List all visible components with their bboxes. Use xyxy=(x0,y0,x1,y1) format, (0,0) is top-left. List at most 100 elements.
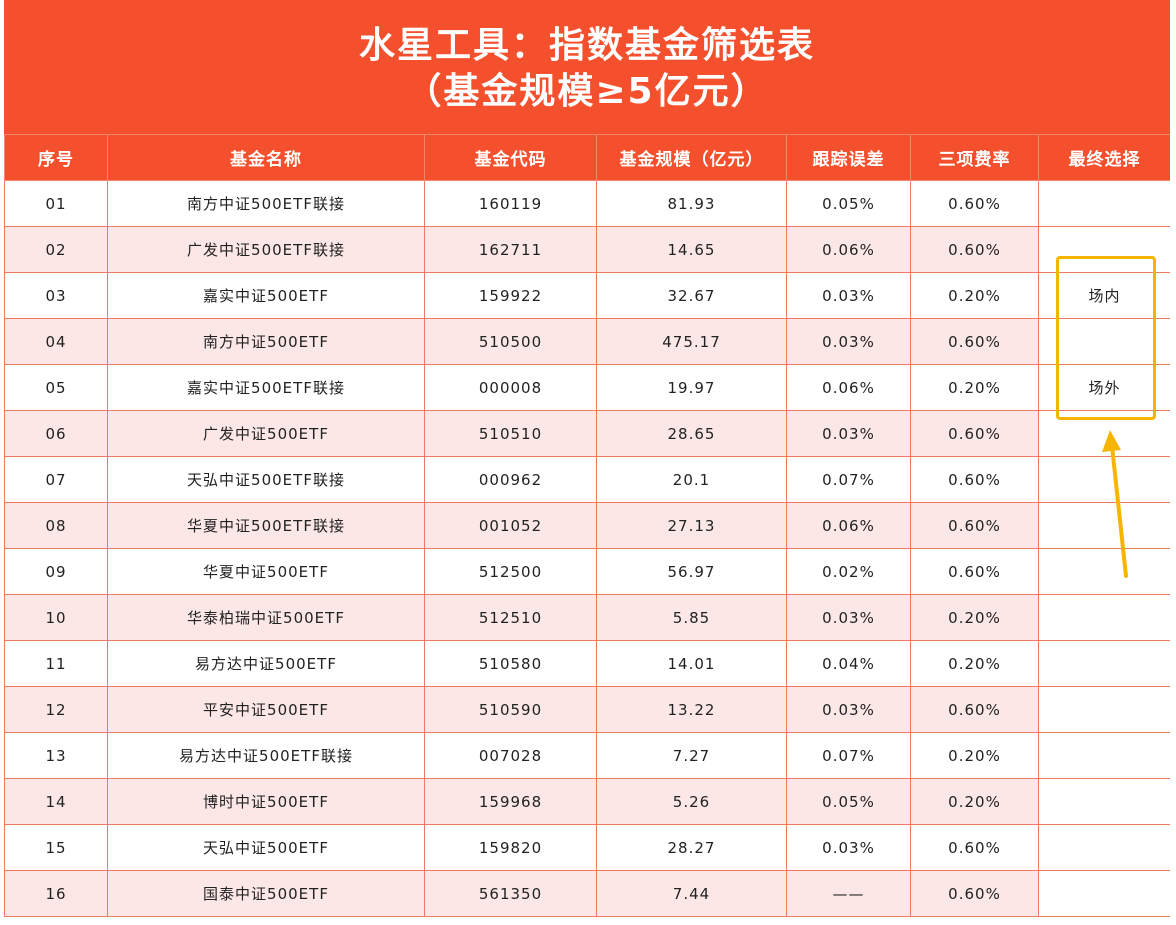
cell-tracking-error[interactable]: 0.03% xyxy=(786,824,911,871)
cell-tracking-error[interactable]: 0.06% xyxy=(786,364,911,411)
cell-fund-code[interactable]: 000962 xyxy=(424,456,597,503)
cell-final-choice[interactable] xyxy=(1038,686,1170,733)
cell-fee-rate[interactable]: 0.20% xyxy=(910,364,1039,411)
cell-no[interactable]: 02 xyxy=(4,226,108,273)
cell-fund-code[interactable]: 512510 xyxy=(424,594,597,641)
cell-fund-size[interactable]: 19.97 xyxy=(596,364,787,411)
col-header-fee[interactable]: 三项费率 xyxy=(910,134,1039,181)
cell-fund-name[interactable]: 天弘中证500ETF xyxy=(107,824,425,871)
cell-fee-rate[interactable]: 0.60% xyxy=(910,686,1039,733)
cell-tracking-error[interactable]: 0.03% xyxy=(786,410,911,457)
cell-tracking-error[interactable]: 0.03% xyxy=(786,686,911,733)
cell-final-choice[interactable]: 场外 xyxy=(1038,364,1170,411)
cell-fund-name[interactable]: 华泰柏瑞中证500ETF xyxy=(107,594,425,641)
cell-fund-size[interactable]: 28.27 xyxy=(596,824,787,871)
cell-no[interactable]: 03 xyxy=(4,272,108,319)
cell-fund-size[interactable]: 7.44 xyxy=(596,870,787,917)
table-row[interactable]: 05 嘉实中证500ETF联接 000008 19.97 0.06% 0.20% 场外 xyxy=(4,364,1170,411)
cell-fund-name[interactable]: 嘉实中证500ETF联接 xyxy=(107,364,425,411)
cell-final-choice[interactable] xyxy=(1038,456,1170,503)
cell-fund-code[interactable]: 162711 xyxy=(424,226,597,273)
cell-fund-size[interactable]: 5.85 xyxy=(596,594,787,641)
cell-fund-name[interactable]: 华夏中证500ETF联接 xyxy=(107,502,425,549)
table-row[interactable]: 11 易方达中证500ETF 510580 14.01 0.04% 0.20% xyxy=(4,640,1170,687)
cell-fund-code[interactable]: 159820 xyxy=(424,824,597,871)
table-row[interactable]: 14 博时中证500ETF 159968 5.26 0.05% 0.20% xyxy=(4,778,1170,825)
cell-fund-name[interactable]: 华夏中证500ETF xyxy=(107,548,425,595)
cell-no[interactable]: 01 xyxy=(4,180,108,227)
cell-no[interactable]: 10 xyxy=(4,594,108,641)
table-row[interactable]: 08 华夏中证500ETF联接 001052 27.13 0.06% 0.60% xyxy=(4,502,1170,549)
cell-fee-rate[interactable]: 0.20% xyxy=(910,594,1039,641)
col-header-tracking-error[interactable]: 跟踪误差 xyxy=(786,134,911,181)
cell-tracking-error[interactable]: 0.03% xyxy=(786,272,911,319)
cell-fund-name[interactable]: 南方中证500ETF xyxy=(107,318,425,365)
table-row[interactable]: 13 易方达中证500ETF联接 007028 7.27 0.07% 0.20% xyxy=(4,732,1170,779)
cell-fee-rate[interactable]: 0.20% xyxy=(910,732,1039,779)
cell-fee-rate[interactable]: 0.60% xyxy=(910,870,1039,917)
cell-fund-code[interactable]: 001052 xyxy=(424,502,597,549)
cell-fund-size[interactable]: 20.1 xyxy=(596,456,787,503)
table-row[interactable]: 02 广发中证500ETF联接 162711 14.65 0.06% 0.60% xyxy=(4,226,1170,273)
cell-fee-rate[interactable]: 0.60% xyxy=(910,824,1039,871)
cell-final-choice[interactable] xyxy=(1038,640,1170,687)
cell-fee-rate[interactable]: 0.60% xyxy=(910,456,1039,503)
col-header-size[interactable]: 基金规模（亿元） xyxy=(596,134,787,181)
table-row[interactable]: 09 华夏中证500ETF 512500 56.97 0.02% 0.60% xyxy=(4,548,1170,595)
cell-tracking-error[interactable]: 0.02% xyxy=(786,548,911,595)
cell-final-choice[interactable] xyxy=(1038,732,1170,779)
cell-no[interactable]: 16 xyxy=(4,870,108,917)
table-row[interactable]: 16 国泰中证500ETF 561350 7.44 —— 0.60% xyxy=(4,870,1170,917)
cell-fund-code[interactable]: 159968 xyxy=(424,778,597,825)
cell-no[interactable]: 12 xyxy=(4,686,108,733)
cell-final-choice[interactable] xyxy=(1038,870,1170,917)
col-header-no[interactable]: 序号 xyxy=(4,134,108,181)
cell-final-choice[interactable] xyxy=(1038,778,1170,825)
cell-tracking-error[interactable]: 0.03% xyxy=(786,318,911,365)
cell-final-choice[interactable] xyxy=(1038,824,1170,871)
cell-no[interactable]: 08 xyxy=(4,502,108,549)
cell-fund-code[interactable]: 510580 xyxy=(424,640,597,687)
cell-fund-size[interactable]: 81.93 xyxy=(596,180,787,227)
cell-no[interactable]: 11 xyxy=(4,640,108,687)
cell-tracking-error[interactable]: 0.05% xyxy=(786,778,911,825)
cell-final-choice[interactable] xyxy=(1038,226,1170,273)
cell-fund-code[interactable]: 007028 xyxy=(424,732,597,779)
cell-tracking-error[interactable]: 0.03% xyxy=(786,594,911,641)
cell-fee-rate[interactable]: 0.60% xyxy=(910,318,1039,365)
cell-tracking-error[interactable]: 0.04% xyxy=(786,640,911,687)
cell-no[interactable]: 09 xyxy=(4,548,108,595)
cell-fee-rate[interactable]: 0.60% xyxy=(910,502,1039,549)
cell-fund-code[interactable]: 561350 xyxy=(424,870,597,917)
cell-fee-rate[interactable]: 0.20% xyxy=(910,640,1039,687)
table-row[interactable]: 10 华泰柏瑞中证500ETF 512510 5.85 0.03% 0.20% xyxy=(4,594,1170,641)
cell-tracking-error[interactable]: —— xyxy=(786,870,911,917)
cell-no[interactable]: 15 xyxy=(4,824,108,871)
cell-tracking-error[interactable]: 0.05% xyxy=(786,180,911,227)
table-row[interactable]: 01 南方中证500ETF联接 160119 81.93 0.05% 0.60% xyxy=(4,180,1170,227)
table-row[interactable]: 04 南方中证500ETF 510500 475.17 0.03% 0.60% xyxy=(4,318,1170,365)
cell-fund-size[interactable]: 13.22 xyxy=(596,686,787,733)
table-row[interactable]: 06 广发中证500ETF 510510 28.65 0.03% 0.60% xyxy=(4,410,1170,457)
cell-fund-name[interactable]: 博时中证500ETF xyxy=(107,778,425,825)
cell-fee-rate[interactable]: 0.20% xyxy=(910,778,1039,825)
cell-no[interactable]: 07 xyxy=(4,456,108,503)
cell-final-choice[interactable] xyxy=(1038,548,1170,595)
cell-fee-rate[interactable]: 0.60% xyxy=(910,410,1039,457)
cell-fund-size[interactable]: 28.65 xyxy=(596,410,787,457)
col-header-choice[interactable]: 最终选择 xyxy=(1038,134,1170,181)
cell-fund-name[interactable]: 嘉实中证500ETF xyxy=(107,272,425,319)
table-row[interactable]: 15 天弘中证500ETF 159820 28.27 0.03% 0.60% xyxy=(4,824,1170,871)
cell-fund-size[interactable]: 5.26 xyxy=(596,778,787,825)
cell-fund-size[interactable]: 7.27 xyxy=(596,732,787,779)
cell-fund-size[interactable]: 475.17 xyxy=(596,318,787,365)
cell-no[interactable]: 06 xyxy=(4,410,108,457)
cell-no[interactable]: 14 xyxy=(4,778,108,825)
cell-final-choice[interactable] xyxy=(1038,180,1170,227)
cell-fund-name[interactable]: 国泰中证500ETF xyxy=(107,870,425,917)
cell-fund-size[interactable]: 27.13 xyxy=(596,502,787,549)
cell-fund-code[interactable]: 510500 xyxy=(424,318,597,365)
cell-no[interactable]: 04 xyxy=(4,318,108,365)
cell-tracking-error[interactable]: 0.06% xyxy=(786,502,911,549)
col-header-name[interactable]: 基金名称 xyxy=(107,134,425,181)
